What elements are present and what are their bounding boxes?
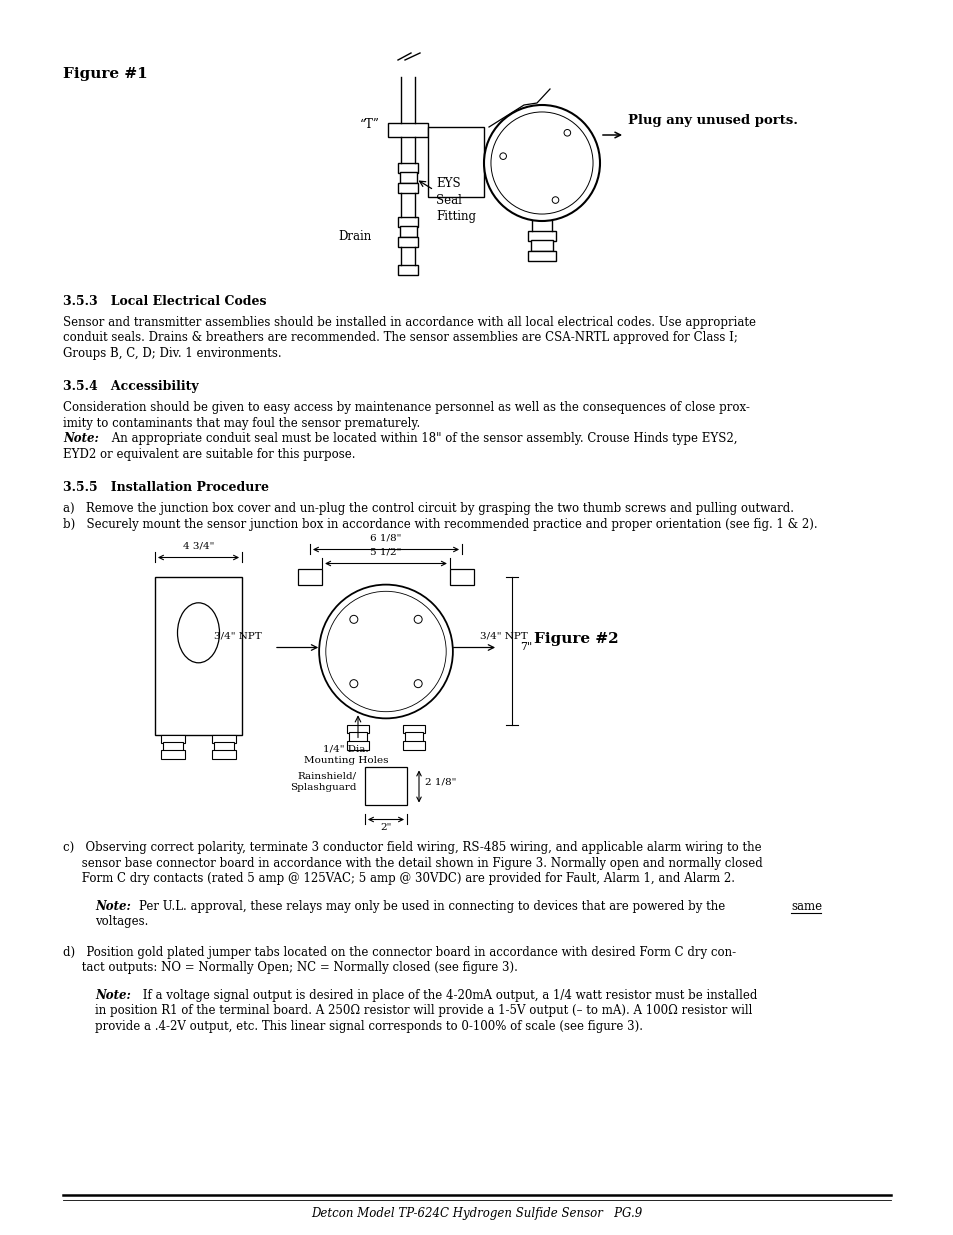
- Bar: [397, 237, 417, 247]
- Text: 3.5.4   Accessibility: 3.5.4 Accessibility: [63, 380, 198, 394]
- Text: 6 1/8": 6 1/8": [370, 534, 401, 542]
- Text: 2": 2": [380, 824, 392, 832]
- Text: Form C dry contacts (rated 5 amp @ 125VAC; 5 amp @ 30VDC) are provided for Fault: Form C dry contacts (rated 5 amp @ 125VA…: [63, 872, 734, 885]
- Text: 3.5.3   Local Electrical Codes: 3.5.3 Local Electrical Codes: [63, 295, 266, 308]
- Bar: [163, 742, 183, 752]
- Text: conduit seals. Drains & breathers are recommended. The sensor assemblies are CSA: conduit seals. Drains & breathers are re…: [63, 331, 737, 345]
- Bar: [347, 741, 369, 751]
- Bar: [402, 741, 424, 751]
- Text: Per U.L. approval, these relays may only be used in connecting to devices that a: Per U.L. approval, these relays may only…: [139, 900, 728, 913]
- Bar: [397, 183, 417, 193]
- Text: 7": 7": [519, 642, 532, 652]
- Bar: [527, 231, 556, 241]
- Text: voltages.: voltages.: [95, 915, 149, 929]
- Text: tact outputs: NO = Normally Open; NC = Normally closed (see figure 3).: tact outputs: NO = Normally Open; NC = N…: [63, 962, 517, 974]
- Text: An appropriate conduit seal must be located within 18" of the sensor assembly. C: An appropriate conduit seal must be loca…: [108, 432, 737, 446]
- Bar: [405, 732, 422, 742]
- Bar: [212, 736, 235, 743]
- Circle shape: [491, 112, 593, 214]
- Text: provide a .4-2V output, etc. This linear signal corresponds to 0-100% of scale (: provide a .4-2V output, etc. This linear…: [95, 1020, 642, 1032]
- Bar: [397, 266, 417, 275]
- Bar: [347, 725, 369, 734]
- Text: Consideration should be given to easy access by maintenance personnel as well as: Consideration should be given to easy ac…: [63, 401, 749, 415]
- Text: Groups B, C, D; Div. 1 environments.: Groups B, C, D; Div. 1 environments.: [63, 347, 281, 359]
- Circle shape: [350, 679, 357, 688]
- Text: 2 1/8": 2 1/8": [424, 778, 456, 787]
- Text: 3.5.5   Installation Procedure: 3.5.5 Installation Procedure: [63, 482, 269, 494]
- Text: a)   Remove the junction box cover and un-plug the control circuit by grasping t: a) Remove the junction box cover and un-…: [63, 503, 793, 515]
- Text: 5 1/2": 5 1/2": [370, 547, 401, 557]
- Bar: [154, 578, 242, 736]
- Text: same: same: [790, 900, 821, 913]
- Ellipse shape: [177, 603, 219, 663]
- Text: EYS
Seal
Fitting: EYS Seal Fitting: [436, 177, 476, 224]
- Text: Detcon Model TP-624C Hydrogen Sulfide Sensor   PG.9: Detcon Model TP-624C Hydrogen Sulfide Se…: [311, 1207, 642, 1220]
- Text: “T”: “T”: [359, 119, 379, 131]
- Bar: [161, 751, 185, 760]
- Text: 1/4" Dia.
Mounting Holes: 1/4" Dia. Mounting Holes: [303, 745, 388, 764]
- Text: 3/4" NPT: 3/4" NPT: [213, 631, 261, 641]
- Text: Note:: Note:: [95, 989, 131, 1002]
- Bar: [161, 736, 185, 743]
- Circle shape: [552, 196, 558, 204]
- Bar: [297, 569, 322, 585]
- Text: b)   Securely mount the sensor junction box in accordance with recommended pract: b) Securely mount the sensor junction bo…: [63, 517, 817, 531]
- Text: EYD2 or equivalent are suitable for this purpose.: EYD2 or equivalent are suitable for this…: [63, 448, 355, 461]
- Bar: [399, 226, 416, 237]
- Bar: [365, 767, 407, 805]
- Circle shape: [319, 584, 453, 719]
- Circle shape: [483, 105, 599, 221]
- Bar: [399, 172, 416, 183]
- Bar: [397, 163, 417, 173]
- Text: Plug any unused ports.: Plug any unused ports.: [627, 114, 797, 127]
- Text: 3/4" NPT: 3/4" NPT: [479, 631, 527, 641]
- Text: Note:: Note:: [95, 900, 131, 913]
- Bar: [428, 127, 483, 198]
- Text: Figure #1: Figure #1: [63, 67, 148, 82]
- Text: Note:: Note:: [63, 432, 99, 446]
- Circle shape: [350, 615, 357, 624]
- Text: sensor base connector board in accordance with the detail shown in Figure 3. Nor: sensor base connector board in accordanc…: [63, 857, 762, 869]
- Circle shape: [326, 592, 446, 711]
- Bar: [402, 725, 424, 734]
- Text: c)   Observing correct polarity, terminate 3 conductor field wiring, RS-485 wiri: c) Observing correct polarity, terminate…: [63, 841, 760, 855]
- Circle shape: [499, 153, 506, 159]
- Text: d)   Position gold plated jumper tabs located on the connector board in accordan: d) Position gold plated jumper tabs loca…: [63, 946, 736, 960]
- Circle shape: [414, 615, 422, 624]
- Text: Rainshield/
Splashguard: Rainshield/ Splashguard: [291, 772, 356, 792]
- Bar: [531, 240, 553, 251]
- Circle shape: [414, 679, 422, 688]
- Text: Drain: Drain: [337, 231, 371, 243]
- Bar: [349, 732, 367, 742]
- Text: 4 3/4": 4 3/4": [183, 541, 214, 551]
- Bar: [213, 742, 233, 752]
- Text: If a voltage signal output is desired in place of the 4-20mA output, a 1/4 watt : If a voltage signal output is desired in…: [139, 989, 757, 1002]
- Bar: [450, 569, 474, 585]
- Text: imity to contaminants that may foul the sensor prematurely.: imity to contaminants that may foul the …: [63, 417, 420, 430]
- Bar: [527, 251, 556, 261]
- Bar: [212, 751, 235, 760]
- Text: Figure #2: Figure #2: [534, 632, 618, 646]
- Circle shape: [563, 130, 570, 136]
- Bar: [388, 124, 428, 137]
- Text: Sensor and transmitter assemblies should be installed in accordance with all loc: Sensor and transmitter assemblies should…: [63, 316, 755, 329]
- Text: in position R1 of the terminal board. A 250Ω resistor will provide a 1-5V output: in position R1 of the terminal board. A …: [95, 1004, 752, 1018]
- Bar: [397, 217, 417, 227]
